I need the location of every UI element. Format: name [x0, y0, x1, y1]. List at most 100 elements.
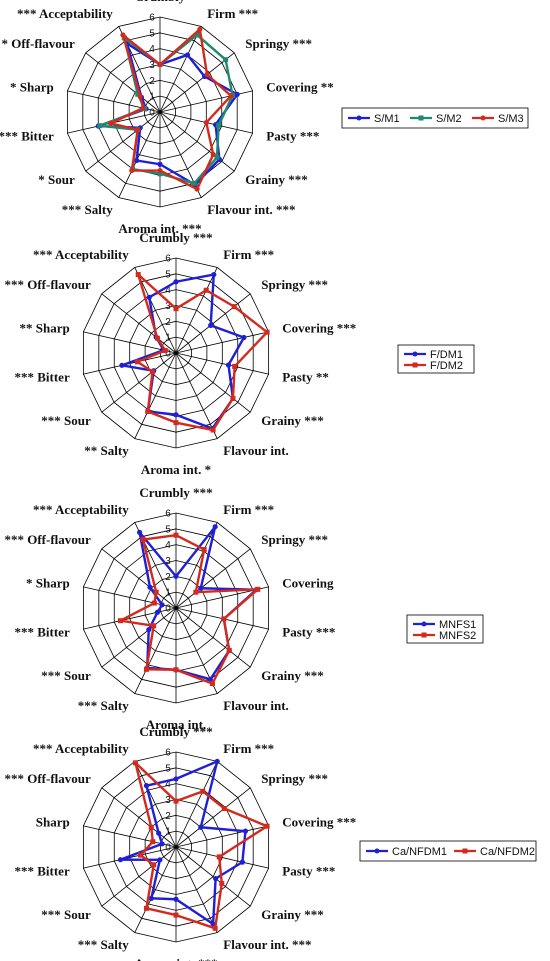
data-point — [213, 875, 219, 882]
grid-spoke — [175, 846, 251, 907]
axis-label: Crumbly *** — [139, 485, 212, 500]
data-point — [157, 857, 163, 863]
data-point — [219, 881, 225, 887]
axis-label: *** Sour — [41, 413, 91, 428]
grid-spoke — [101, 607, 177, 668]
grid-spoke — [175, 607, 251, 668]
data-point — [134, 157, 140, 164]
data-point — [140, 537, 146, 543]
data-point — [214, 154, 220, 160]
legend-box — [406, 614, 484, 644]
data-point — [173, 912, 179, 918]
axis-label: Flavour int. *** — [207, 202, 295, 217]
legend-box — [341, 107, 529, 129]
grid-spoke — [175, 352, 218, 439]
legend-label: F/DM1 — [430, 349, 463, 361]
radial-tick-label: 0 — [165, 604, 171, 615]
data-point — [173, 412, 179, 418]
legend-label: MNFS2 — [439, 630, 476, 642]
data-point — [153, 589, 159, 595]
axis-label: *** Bitter — [0, 128, 54, 143]
data-point — [208, 322, 214, 328]
data-point — [148, 895, 154, 901]
axis-label: Firm *** — [207, 6, 258, 21]
axis-label: Pasty *** — [282, 863, 335, 878]
data-point — [228, 93, 234, 99]
data-point — [223, 57, 229, 63]
grid-spoke — [175, 293, 251, 354]
axis-label: Aroma int. — [146, 717, 206, 732]
data-point — [151, 623, 157, 629]
data-point — [207, 676, 213, 682]
data-point — [150, 839, 156, 845]
data-point — [204, 71, 210, 78]
data-point — [157, 167, 163, 174]
axis-label: *** Acceptability — [33, 247, 129, 262]
axis-label: Pasty *** — [266, 128, 319, 143]
axis-label: * Sharp — [26, 576, 70, 591]
axis-label: ** Salty — [84, 443, 129, 458]
data-point — [212, 925, 218, 931]
legend-marker — [462, 848, 468, 854]
grid-spoke — [134, 267, 177, 354]
data-point — [137, 852, 143, 858]
radial-tick-label: 2 — [165, 811, 171, 822]
data-point — [156, 830, 162, 836]
axis-label: *** Sour — [41, 668, 91, 683]
data-point — [145, 408, 151, 414]
data-point — [137, 93, 143, 99]
axis-label: *** Acceptability — [17, 6, 113, 21]
data-point — [226, 647, 232, 653]
grid-spoke — [175, 846, 218, 933]
data-point — [135, 91, 141, 97]
data-point — [143, 783, 150, 789]
axis-label: Aroma int. * — [141, 462, 211, 477]
grid-spoke — [175, 825, 269, 848]
data-point — [230, 395, 236, 401]
radial-tick-label: 3 — [165, 795, 171, 806]
data-point — [203, 287, 209, 293]
legend-marker — [421, 632, 427, 638]
data-point — [117, 618, 123, 624]
data-point — [216, 122, 222, 128]
data-point — [173, 279, 179, 285]
axis-label: Sharp — [36, 815, 70, 830]
axis-label: Springy *** — [245, 36, 312, 51]
axis-label: ** Sharp — [20, 321, 70, 336]
series-line-S/M2 — [98, 33, 234, 185]
legend-marker — [480, 115, 486, 121]
data-point — [173, 306, 179, 312]
grid-spoke — [101, 293, 177, 354]
axis-label: Pasty *** — [282, 624, 335, 639]
axis-label: Crumbly *** — [139, 724, 212, 739]
data-point — [191, 180, 197, 186]
axis-label: Crumbly — [135, 0, 186, 4]
radial-tick-label: 4 — [149, 44, 155, 55]
data-point — [194, 32, 200, 38]
legend-label: S/M2 — [436, 113, 462, 125]
axis-label: *** Bitter — [14, 863, 69, 878]
radial-tick-label: 1 — [165, 333, 171, 344]
grid-spoke — [159, 52, 235, 113]
radar-chart-2: 0 1 2 3 4 5 6 Crumbly *** Firm *** Springy *** Cov… — [4, 230, 475, 477]
data-point — [211, 271, 217, 278]
legend-marker — [412, 351, 418, 357]
data-point — [193, 589, 199, 595]
legend-label: S/M3 — [498, 113, 524, 125]
axis-label: *** Salty — [78, 937, 129, 952]
data-point — [135, 272, 141, 278]
legend-label: Ca/NFDM1 — [392, 846, 447, 858]
data-point — [159, 602, 165, 608]
data-point — [129, 167, 135, 174]
data-point — [157, 161, 163, 167]
grid-spoke — [118, 111, 161, 198]
axis-label: Firm *** — [223, 741, 274, 756]
data-point — [120, 32, 126, 38]
radial-tick-label: 4 — [165, 540, 171, 551]
axis-label: Covering *** — [282, 815, 356, 830]
legend-marker — [421, 621, 427, 627]
axis-label: *** Bitter — [14, 369, 69, 384]
data-point — [221, 805, 227, 811]
radial-tick-label: 3 — [149, 60, 155, 71]
